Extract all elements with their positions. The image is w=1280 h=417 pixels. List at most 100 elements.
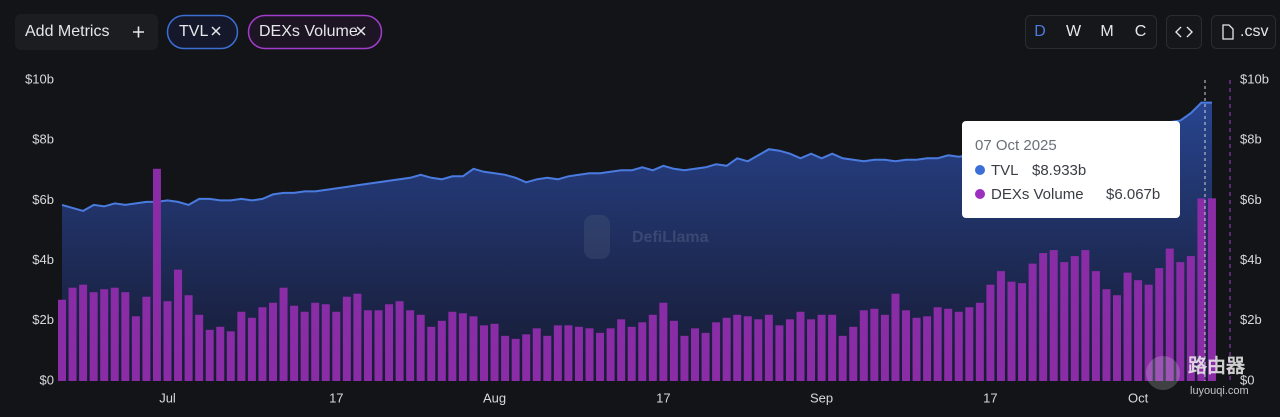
x-tick-label: Jul [159,390,176,405]
bar [849,326,858,381]
bar [807,319,816,381]
chip-dex[interactable] [247,14,383,50]
bar [912,317,921,381]
y-tick-label: $6b [32,192,54,207]
bar [1186,256,1195,381]
bar [1176,262,1185,381]
bar [300,311,309,381]
y2-tick-label: $4b [1240,252,1262,267]
bar [669,320,678,381]
tooltip-label: TVL [991,162,1019,179]
bar [1155,268,1164,381]
bar [923,316,932,381]
chip-tvl-label: TVL [179,23,208,40]
bar [406,310,415,381]
bar [1060,262,1069,381]
bar [1091,271,1100,381]
add-metrics-button[interactable] [15,14,158,50]
bar [1165,248,1174,381]
bar [1144,284,1153,381]
bar [490,323,499,381]
bar [279,287,288,381]
bar [1018,283,1027,381]
period-button[interactable]: D [1034,23,1046,40]
bar [553,325,562,381]
bar [142,296,151,381]
bar [89,292,98,381]
bar [680,335,689,381]
bar [785,319,794,381]
bar [1081,250,1090,381]
bar [1113,295,1121,381]
bar [564,325,573,381]
bar [817,314,826,381]
plus-icon [133,26,144,38]
bar [743,316,752,381]
tooltip-box [962,121,1180,218]
watermark: DefiLlama [584,215,709,259]
tooltip: 07 Oct 2025 TVL $8.933b DEXs Volume $6.0… [962,121,1180,218]
bar [258,307,267,381]
overlay-logo [1146,356,1180,390]
bar [121,292,130,381]
chip-dex-label: DEXs Volume [259,23,358,40]
bar [205,329,214,381]
embed-icon [1175,26,1193,38]
bar [163,301,172,381]
x-tick-label: Sep [810,390,833,405]
bar [891,293,900,381]
bar [1197,198,1206,381]
embed-button[interactable] [1166,15,1202,49]
bar [954,311,963,381]
bar [501,335,510,381]
y2-tick-label: $2b [1240,312,1262,327]
bar [596,332,605,381]
bar [152,168,161,381]
period-button[interactable]: C [1135,23,1147,40]
period-button[interactable]: W [1066,23,1082,40]
chip-tvl[interactable] [166,14,239,50]
bar [944,308,953,381]
toolbar: Add Metrics TVL DEXs Volume D W M C .csv [15,14,1276,50]
bar [448,311,457,381]
bar [627,326,636,381]
bar [416,314,425,381]
overlay-site: luyouqi.com [1190,385,1249,397]
bar [290,305,299,381]
overlay-text: 路由器 [1188,354,1246,377]
x-tick-label: 17 [983,390,997,405]
bar [733,314,742,381]
bar [754,319,763,381]
close-icon[interactable] [356,26,366,36]
bar [701,332,710,381]
csv-button[interactable] [1211,15,1276,49]
bar [796,311,805,381]
tooltip-label: DEXs Volume [991,186,1084,203]
y2-tick-label: $6b [1240,192,1262,207]
y-tick-label: $10b [25,71,54,86]
bar [965,307,974,381]
bar [522,334,531,381]
tooltip-value: $8.933b [1032,162,1086,179]
y2-tick-label: $0 [1240,372,1254,387]
bar [385,304,394,381]
bar [870,308,879,381]
bar [374,310,383,381]
close-icon[interactable] [211,26,221,36]
y2-tick-label: $10b [1240,71,1269,86]
bar [764,314,773,381]
bar [216,326,225,381]
bar [174,269,183,381]
bar [511,338,520,381]
period-button[interactable]: M [1100,23,1113,40]
bar [1007,281,1016,381]
x-tick-label: Aug [483,390,506,405]
bar [933,307,942,381]
bar [68,287,77,381]
bar [1070,256,1079,381]
bar [226,331,235,381]
file-icon [1222,24,1234,40]
